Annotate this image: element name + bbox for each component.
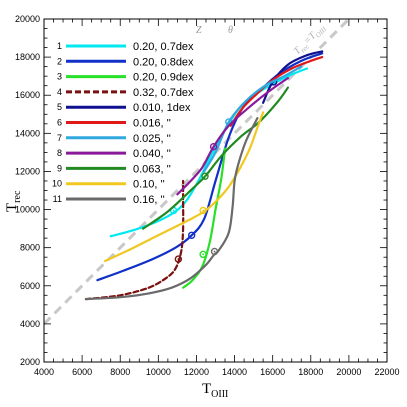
series-layer [84,50,324,301]
series-7-line [203,65,303,173]
legend-item-label: 0.040, '' [133,148,171,160]
y-tick-label: 2000 [20,357,40,367]
legend-item-label: 0.016, '' [133,118,171,130]
series-9-marker [201,172,209,180]
legend-item-number: 5 [57,102,62,112]
y-axis-title: Trec [4,190,23,212]
x-axis-title: TOIII [202,381,228,400]
legend-item-number: 3 [57,72,62,82]
series-8-line [176,77,289,196]
legend-item-number: 9 [57,163,62,173]
series-8-marker [209,142,218,151]
legend-item-number: 10 [52,179,62,189]
x-tick-label: 16000 [260,367,285,377]
series-1-marker-dot [172,209,175,212]
series-3-line [182,147,227,289]
series-3-marker-dot [202,253,205,256]
legend-item-number: 8 [57,148,62,158]
legend-item-number: 11 [53,194,62,204]
legend-item-number: 1 [57,41,62,51]
series-4-marker-dot [177,258,180,260]
series-2-marker [187,231,196,239]
series-3-marker [199,250,207,259]
legend-item-label: 0.20, 0.8dex [133,56,194,68]
legend-item-label: 0.025, '' [133,133,171,145]
series-11-line [84,117,259,301]
x-tick-label: 22000 [374,367,399,377]
series-9-line [142,86,289,230]
x-tick-label: 14000 [222,367,247,377]
x-tick-label: 6000 [72,367,92,377]
legend-item-number: 6 [57,118,62,128]
series-5-line [262,50,324,104]
y-tick-label: 10000 [15,205,40,215]
x-tick-label: 10000 [146,367,171,377]
legend-item-label: 0.010, 1dex [133,102,191,114]
y-tick-label: 18000 [15,52,40,62]
y-tick-label: 14000 [15,128,40,138]
series-11-marker [210,247,219,256]
legend-item-label: 0.32, 0.7dex [133,87,194,99]
series-8-marker-dot [212,145,215,148]
y-tick-label: 16000 [15,90,40,100]
legend-item-label: 0.20, 0.7dex [133,41,194,53]
x-tick-label: 8000 [110,367,130,377]
y-tick-label: 20000 [15,14,40,24]
axes-layer: 4000 6000 8000 10000 12000 14000 16000 18000 200… [15,14,400,377]
legend-item-label: 0.10, '' [133,179,165,191]
series-4-line [84,179,185,301]
series-4-marker [174,255,183,263]
series-10-line [103,111,265,263]
x-tick-label: 18000 [298,367,323,377]
legend-item-label: 0.063, '' [133,163,171,175]
legend-header-z: Z [196,25,202,36]
y-tick-label: 6000 [20,281,40,291]
series-9-marker-dot [204,175,206,178]
series-7-marker-dot [227,121,230,123]
legend-item-label: 0.16, '' [133,194,165,206]
series-10-marker [199,206,207,215]
legend-item-number: 4 [57,87,62,97]
series-11-marker-dot [213,250,216,253]
legend-item-label: 0.20, 0.9dex [133,72,194,84]
legend-header-theta: θ [228,25,233,36]
legend-item-number: 2 [57,56,62,66]
x-tick-label: 4000 [34,367,54,377]
x-tick-label: 20000 [336,367,361,377]
axis-titles: TOIII Trec [4,190,228,400]
series-6-line [229,56,324,127]
reference-line [44,19,350,325]
series-2-marker-dot [190,234,193,237]
legend-item-number: 7 [57,133,62,143]
y-tick-label: 12000 [15,166,40,176]
x-tick-label: 12000 [184,367,209,377]
y-tick-label: 8000 [20,243,40,253]
y-tick-label: 4000 [20,319,40,329]
series-10-marker-dot [202,209,205,212]
